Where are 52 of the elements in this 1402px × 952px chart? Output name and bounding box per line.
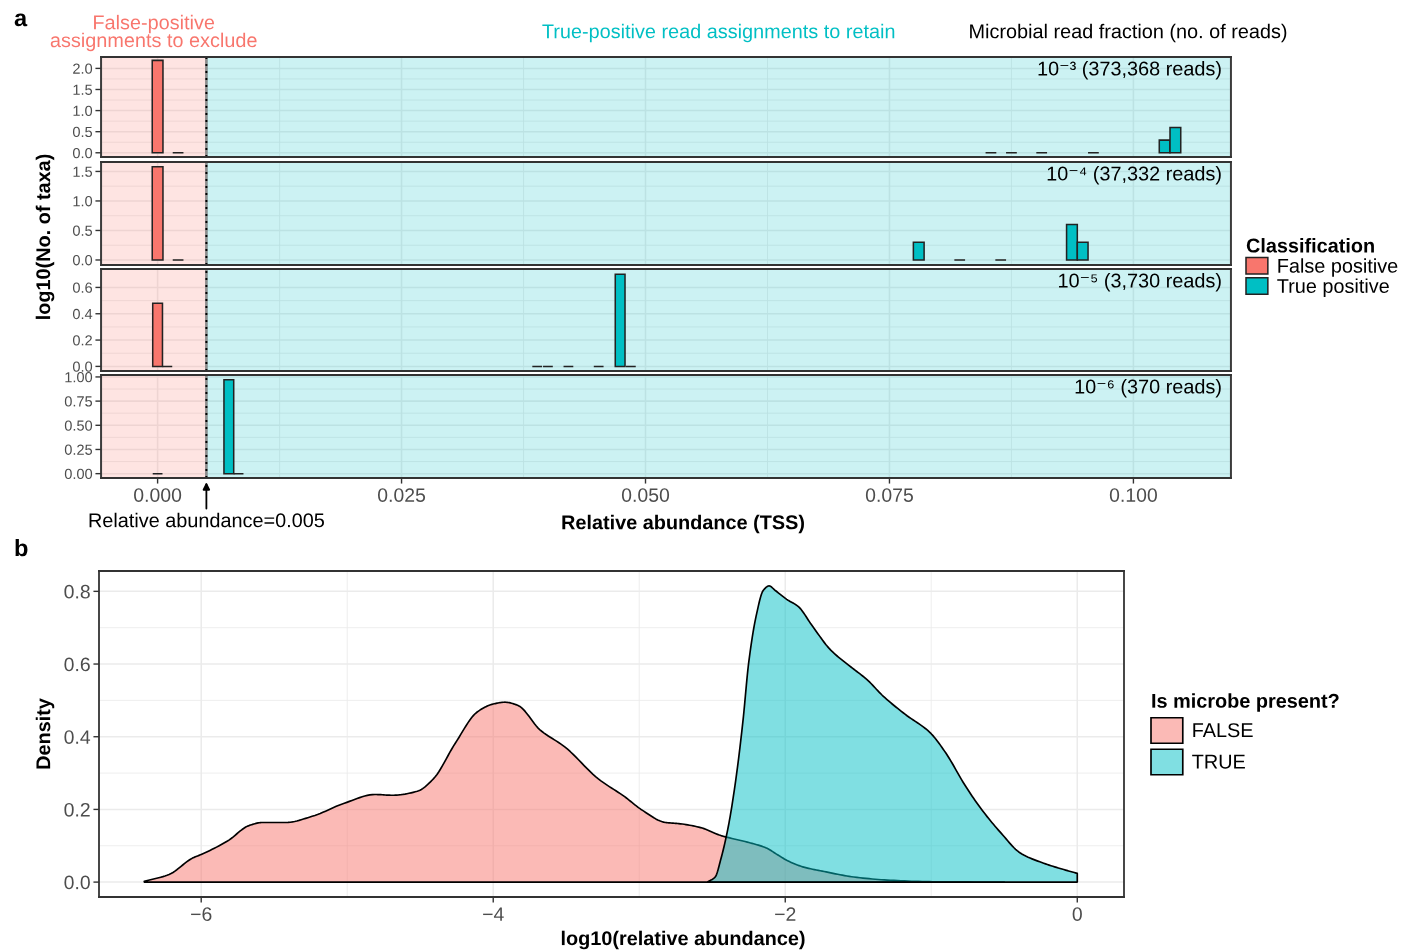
y-tick-label: 0.0	[72, 147, 93, 159]
x-tick-label: 0.050	[621, 488, 670, 502]
y-axis-title: Density	[35, 698, 55, 769]
text: b	[15, 538, 28, 557]
text: Microbial read fraction (no. of reads)	[970, 23, 1287, 43]
x-axis-title: log10(relative abundance)	[561, 930, 805, 950]
chart-title: 10⁻⁶ (370 reads)	[1075, 379, 1221, 398]
y-tick-label: 2.0	[73, 63, 93, 74]
y-tick-label: 0.75	[64, 396, 93, 407]
y-tick-label: 1.5	[73, 166, 93, 177]
y-tick-label: 0.4	[64, 730, 91, 744]
x-axis-title: Relative abundance (TSS)	[562, 514, 804, 534]
x-tick-label: 0.075	[865, 488, 913, 502]
legend-label: TRUE	[1192, 754, 1245, 769]
ref-line-label: Relative abundance=0.005	[89, 512, 324, 528]
y-tick-label: 0.4	[72, 308, 93, 320]
band-label: True-positive read assignments to retain	[542, 23, 895, 43]
x-tick-label: 0.000	[134, 488, 182, 502]
x-tick-label: 0	[1072, 907, 1082, 921]
y-tick-label: 0.6	[64, 657, 90, 672]
x-tick-label: 0.100	[1109, 488, 1157, 502]
x-tick-label: −4	[483, 907, 504, 921]
legend-label: True positive	[1277, 278, 1389, 297]
y-tick-label: 0.50	[64, 420, 93, 431]
y-tick-label: 1.0	[73, 196, 93, 207]
legend-label: FALSE	[1193, 723, 1253, 738]
y-axis-title: log10(No. of taxa)	[35, 154, 55, 319]
chart-title: 10⁻⁴ (37,332 reads)	[1047, 166, 1221, 185]
y-tick-label: 0.6	[72, 282, 93, 293]
chart-title: 10⁻⁵ (3,730 reads)	[1059, 273, 1221, 292]
y-tick-label: 0.00	[64, 468, 93, 480]
legend-label: False positive	[1278, 258, 1398, 277]
y-tick-label: 1.0	[73, 105, 93, 117]
y-tick-label: 0.0	[72, 255, 93, 266]
y-tick-label: 0.5	[72, 126, 93, 138]
band-label: False-positive assignments to exclude	[50, 14, 257, 52]
y-tick-label: 0.2	[72, 335, 92, 346]
y-tick-label: 1.5	[73, 84, 93, 95]
x-tick-label: −2	[775, 907, 796, 921]
legend-title: Is microbe present?	[1152, 693, 1339, 712]
y-tick-label: 0.0	[64, 875, 90, 890]
legend-title: Classification	[1246, 238, 1374, 253]
y-tick-label: 0.8	[64, 584, 90, 599]
y-tick-label: 0.2	[64, 802, 90, 817]
x-tick-label: 0.025	[377, 488, 426, 502]
text: a	[14, 13, 28, 27]
y-tick-label: 0.25	[64, 444, 93, 455]
chart-title: 10⁻³ (373,368 reads)	[1038, 61, 1221, 80]
y-tick-label: 1.00	[65, 372, 93, 383]
y-tick-label: 0.0	[72, 361, 93, 372]
x-tick-label: −6	[191, 907, 212, 921]
y-tick-label: 0.5	[72, 225, 93, 236]
